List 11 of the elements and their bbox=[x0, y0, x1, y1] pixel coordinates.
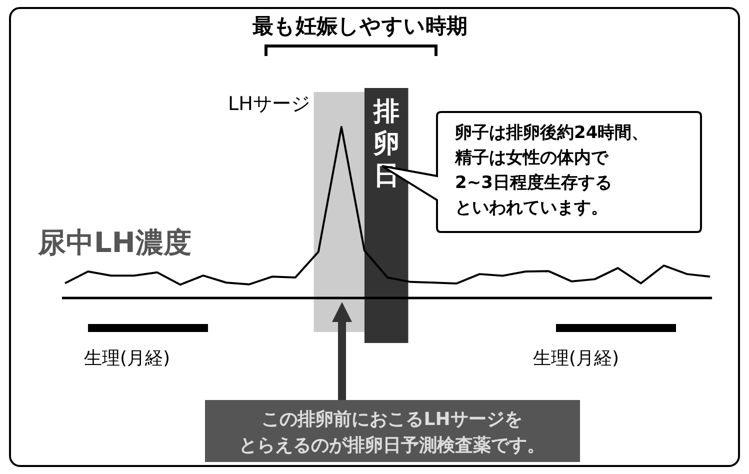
text: この排卵前におこるLHサージを bbox=[262, 409, 522, 430]
text: 生理(月経) bbox=[84, 348, 170, 369]
annotation: 精子は女性の体内で bbox=[454, 148, 609, 168]
chart-title: 最も妊娠しやすい時期 bbox=[252, 14, 468, 38]
series-label: 尿中LH濃度 bbox=[37, 226, 192, 259]
annotation: 2~3日程度生存する bbox=[455, 173, 612, 193]
text: 生理(月経) bbox=[533, 348, 620, 369]
text: とらえるのが排卵日予測検査薬です。 bbox=[239, 435, 545, 456]
text: LHサージ bbox=[228, 93, 310, 115]
annotation: といわれています。 bbox=[455, 198, 608, 218]
annotation: 卵子は排卵後約24時間、 bbox=[454, 123, 649, 143]
